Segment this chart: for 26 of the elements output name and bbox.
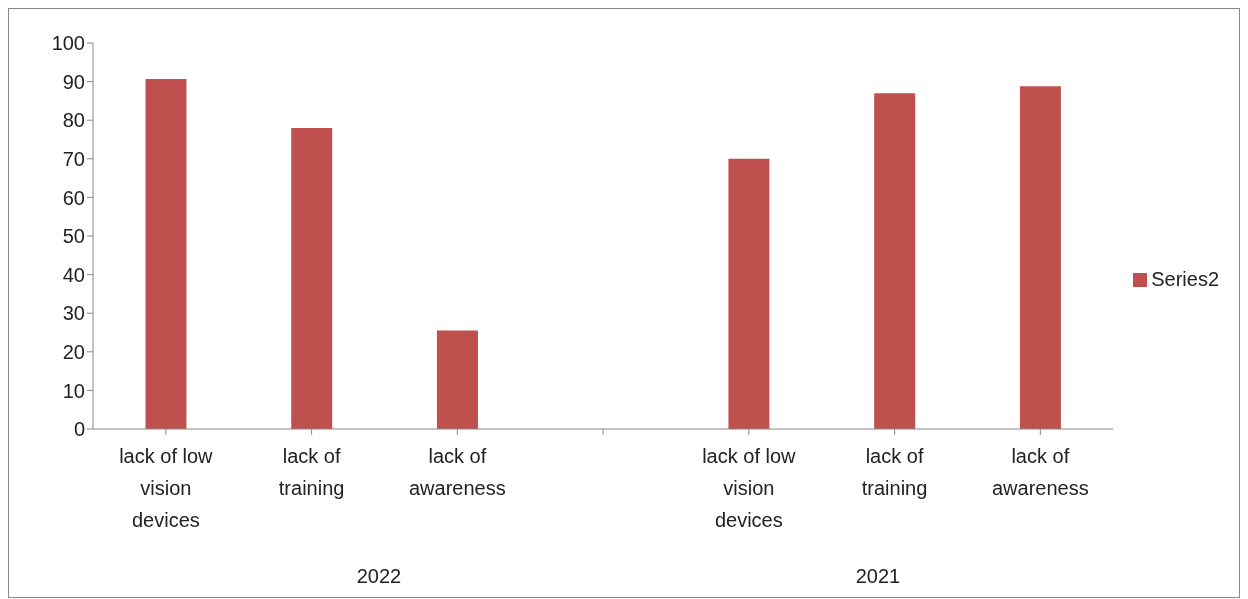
bar [145, 78, 187, 429]
text: 2021 [854, 565, 902, 588]
y-tick-label: 50 [62, 225, 85, 248]
y-tick-label: 30 [62, 302, 85, 325]
text: 2022 [355, 565, 403, 588]
x-tick-label: lack of training [861, 445, 928, 499]
legend-label: Series2 [1151, 267, 1219, 290]
bar [291, 127, 333, 429]
y-tick-label: 90 [62, 70, 85, 93]
x-tick-label: lack of awareness [991, 445, 1089, 499]
y-tick-label: 0 [73, 418, 85, 441]
y-tick-label: 10 [62, 379, 85, 402]
bar [874, 93, 916, 429]
x-tick-label: lack of low vision devices [119, 445, 214, 531]
x-tick-label: lack of training [278, 445, 345, 499]
bar [1019, 86, 1061, 429]
bar [436, 330, 478, 429]
x-tick-label: lack of awareness [408, 445, 506, 499]
bar [728, 158, 770, 429]
y-tick-label: 20 [62, 340, 85, 363]
x-tick-label: lack of low vision devices [702, 445, 797, 531]
y-tick-label: 60 [62, 186, 85, 209]
y-tick-label: 70 [62, 147, 85, 170]
y-tick-label: 80 [62, 109, 85, 132]
y-tick-label: 100 [51, 32, 85, 55]
y-tick-label: 40 [62, 263, 85, 286]
